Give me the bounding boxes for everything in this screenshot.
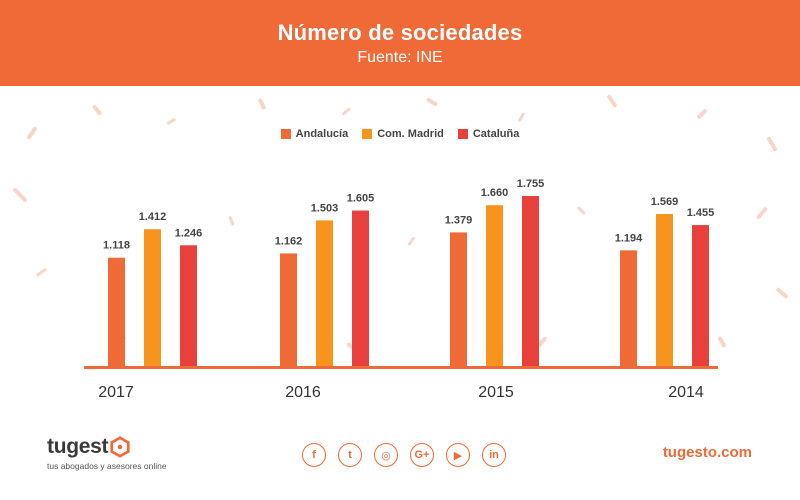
legend-label: Cataluña bbox=[472, 128, 520, 140]
tugesto-logo[interactable]: tugest bbox=[47, 435, 167, 459]
bar-2015-1 bbox=[486, 205, 503, 366]
data-label: 1.162 bbox=[275, 235, 303, 247]
data-label: 1.660 bbox=[481, 187, 509, 199]
bar-chart: 1.118 1.412 1.246 2017 1.162 1.503 1.605 2016 1.… bbox=[84, 178, 718, 401]
facebook-icon[interactable]: f bbox=[302, 443, 326, 467]
bar-2017-1 bbox=[144, 229, 161, 366]
legend-item: Cataluña bbox=[457, 128, 520, 140]
confetti-background bbox=[13, 94, 788, 352]
bar-2017-0 bbox=[108, 257, 125, 366]
bar-2016-0 bbox=[280, 253, 297, 366]
legend-item: Com. Madrid bbox=[362, 128, 444, 140]
logo-tagline: tus abogados y asesores online bbox=[47, 461, 167, 471]
social-icons: f t ◎ G+ ▶ in bbox=[302, 443, 506, 467]
bar-2016-2 bbox=[352, 210, 369, 366]
legend-label: Com. Madrid bbox=[377, 128, 444, 140]
footer-brand: tugest tus abogados y asesores online bbox=[47, 435, 167, 471]
x-tick-label: 2017 bbox=[98, 384, 134, 401]
twitter-icon[interactable]: t bbox=[338, 443, 362, 467]
header-banner: Número de sociedades Fuente: INE bbox=[0, 0, 800, 86]
data-label: 1.246 bbox=[175, 227, 203, 239]
data-label: 1.194 bbox=[615, 232, 643, 244]
chart-legend: Andalucía Com. Madrid Cataluña bbox=[0, 128, 800, 140]
bar-2014-2 bbox=[692, 225, 709, 366]
data-label: 1.605 bbox=[347, 193, 375, 205]
google-plus-icon[interactable]: G+ bbox=[410, 443, 434, 467]
bar-2016-1 bbox=[316, 220, 333, 366]
data-label: 1.503 bbox=[311, 202, 339, 214]
bar-2017-2 bbox=[180, 245, 197, 366]
bar-2015-0 bbox=[450, 232, 467, 366]
x-axis-line bbox=[84, 366, 718, 369]
data-label: 1.379 bbox=[445, 214, 473, 226]
data-label: 1.755 bbox=[517, 178, 545, 190]
legend-label: Andalucía bbox=[295, 128, 349, 140]
data-label: 1.118 bbox=[103, 240, 130, 252]
data-label: 1.412 bbox=[139, 211, 167, 223]
page-subtitle: Fuente: INE bbox=[357, 49, 443, 66]
bar-2014-0 bbox=[620, 250, 637, 366]
data-label: 1.455 bbox=[687, 207, 715, 219]
x-tick-label: 2016 bbox=[285, 384, 321, 401]
logo-hexagon-icon bbox=[110, 436, 130, 458]
youtube-icon[interactable]: ▶ bbox=[446, 443, 470, 467]
legend-swatch bbox=[362, 129, 373, 139]
page-title: Número de sociedades bbox=[277, 20, 523, 45]
website-link[interactable]: tugesto.com bbox=[662, 444, 752, 461]
logo-wordmark: tugest bbox=[47, 435, 109, 458]
data-label: 1.569 bbox=[651, 196, 679, 208]
linkedin-icon[interactable]: in bbox=[482, 443, 506, 467]
instagram-icon[interactable]: ◎ bbox=[374, 443, 398, 467]
legend-swatch bbox=[457, 129, 468, 139]
x-tick-label: 2014 bbox=[668, 384, 704, 401]
legend-swatch bbox=[280, 129, 291, 139]
x-tick-label: 2015 bbox=[478, 384, 514, 401]
bar-2014-1 bbox=[656, 214, 673, 366]
bar-2015-2 bbox=[522, 196, 539, 366]
legend-item: Andalucía bbox=[280, 128, 349, 140]
